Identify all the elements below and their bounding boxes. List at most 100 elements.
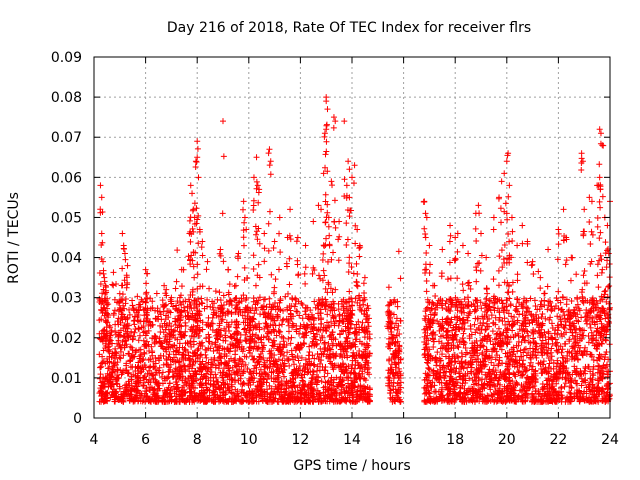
data-point: [192, 158, 199, 165]
data-point: [96, 398, 103, 405]
data-point: [302, 364, 309, 371]
data-point: [194, 271, 201, 278]
data-point: [193, 158, 200, 165]
data-point: [444, 276, 451, 283]
data-point: [217, 246, 224, 253]
data-point: [202, 351, 209, 358]
data-point: [162, 398, 169, 405]
data-point: [357, 382, 364, 389]
data-point: [241, 264, 248, 271]
data-point: [473, 278, 480, 285]
data-point: [97, 182, 104, 189]
data-point: [521, 346, 528, 353]
data-point: [361, 395, 368, 402]
data-point: [273, 332, 280, 339]
data-point: [253, 154, 260, 161]
data-point: [315, 326, 322, 333]
data-point: [152, 307, 159, 314]
data-point: [253, 178, 260, 185]
data-point: [257, 366, 264, 373]
data-point: [343, 348, 350, 355]
data-point: [279, 344, 286, 351]
data-point: [242, 296, 249, 303]
data-point: [184, 339, 191, 346]
data-point: [310, 330, 317, 337]
data-point: [274, 311, 281, 318]
data-point: [352, 295, 359, 302]
data-point: [159, 324, 166, 331]
data-point: [132, 313, 139, 320]
data-point: [317, 345, 324, 352]
data-point: [249, 353, 256, 360]
data-point: [195, 345, 202, 352]
data-point: [232, 348, 239, 355]
data-point: [110, 269, 117, 276]
data-point: [293, 308, 300, 315]
data-point: [548, 320, 555, 327]
data-point: [275, 379, 282, 386]
data-point: [152, 365, 159, 372]
data-point: [311, 362, 318, 369]
data-point: [280, 373, 287, 380]
data-point: [130, 318, 137, 325]
data-point: [110, 282, 117, 289]
data-point: [150, 386, 157, 393]
data-point: [265, 373, 272, 380]
data-point: [212, 371, 219, 378]
data-point: [221, 325, 228, 332]
data-point: [538, 297, 545, 304]
data-point: [149, 348, 156, 355]
data-point: [173, 278, 180, 285]
data-point: [342, 366, 349, 373]
data-point: [180, 362, 187, 369]
data-point: [548, 345, 555, 352]
data-point: [561, 325, 568, 332]
data-point: [284, 355, 291, 362]
data-point: [289, 296, 296, 303]
data-point: [270, 337, 277, 344]
data-point: [165, 384, 172, 391]
data-point: [298, 342, 305, 349]
data-point: [279, 381, 286, 388]
data-point: [271, 360, 278, 367]
data-point: [215, 326, 222, 333]
data-point: [166, 397, 173, 404]
data-point: [149, 298, 156, 305]
data-point: [139, 298, 146, 305]
data-point: [254, 182, 261, 189]
data-point: [180, 304, 187, 311]
data-point: [110, 360, 117, 367]
data-point: [192, 384, 199, 391]
data-point: [280, 307, 287, 314]
data-point: [351, 365, 358, 372]
data-point: [561, 383, 568, 390]
data-point: [326, 333, 333, 340]
data-point: [123, 362, 130, 369]
data-point: [280, 362, 287, 369]
data-point: [129, 302, 136, 309]
data-point: [143, 280, 150, 287]
data-point: [125, 390, 132, 397]
data-point: [105, 301, 112, 308]
data-point: [203, 335, 210, 342]
data-point: [253, 339, 260, 346]
data-point: [236, 355, 243, 362]
data-point: [278, 321, 285, 328]
data-point: [488, 312, 495, 319]
data-point: [208, 361, 215, 368]
data-point: [241, 214, 248, 221]
data-point: [105, 314, 112, 321]
data-point: [100, 347, 107, 354]
data-point: [314, 350, 321, 357]
data-point: [185, 312, 192, 319]
data-point: [189, 190, 196, 197]
data-point: [242, 361, 249, 368]
data-point: [287, 340, 294, 347]
data-point: [362, 329, 369, 336]
data-point: [385, 284, 392, 291]
data-point: [473, 307, 480, 314]
data-point: [220, 258, 227, 265]
data-point: [209, 304, 216, 311]
data-point: [262, 320, 269, 327]
data-point: [324, 311, 331, 318]
